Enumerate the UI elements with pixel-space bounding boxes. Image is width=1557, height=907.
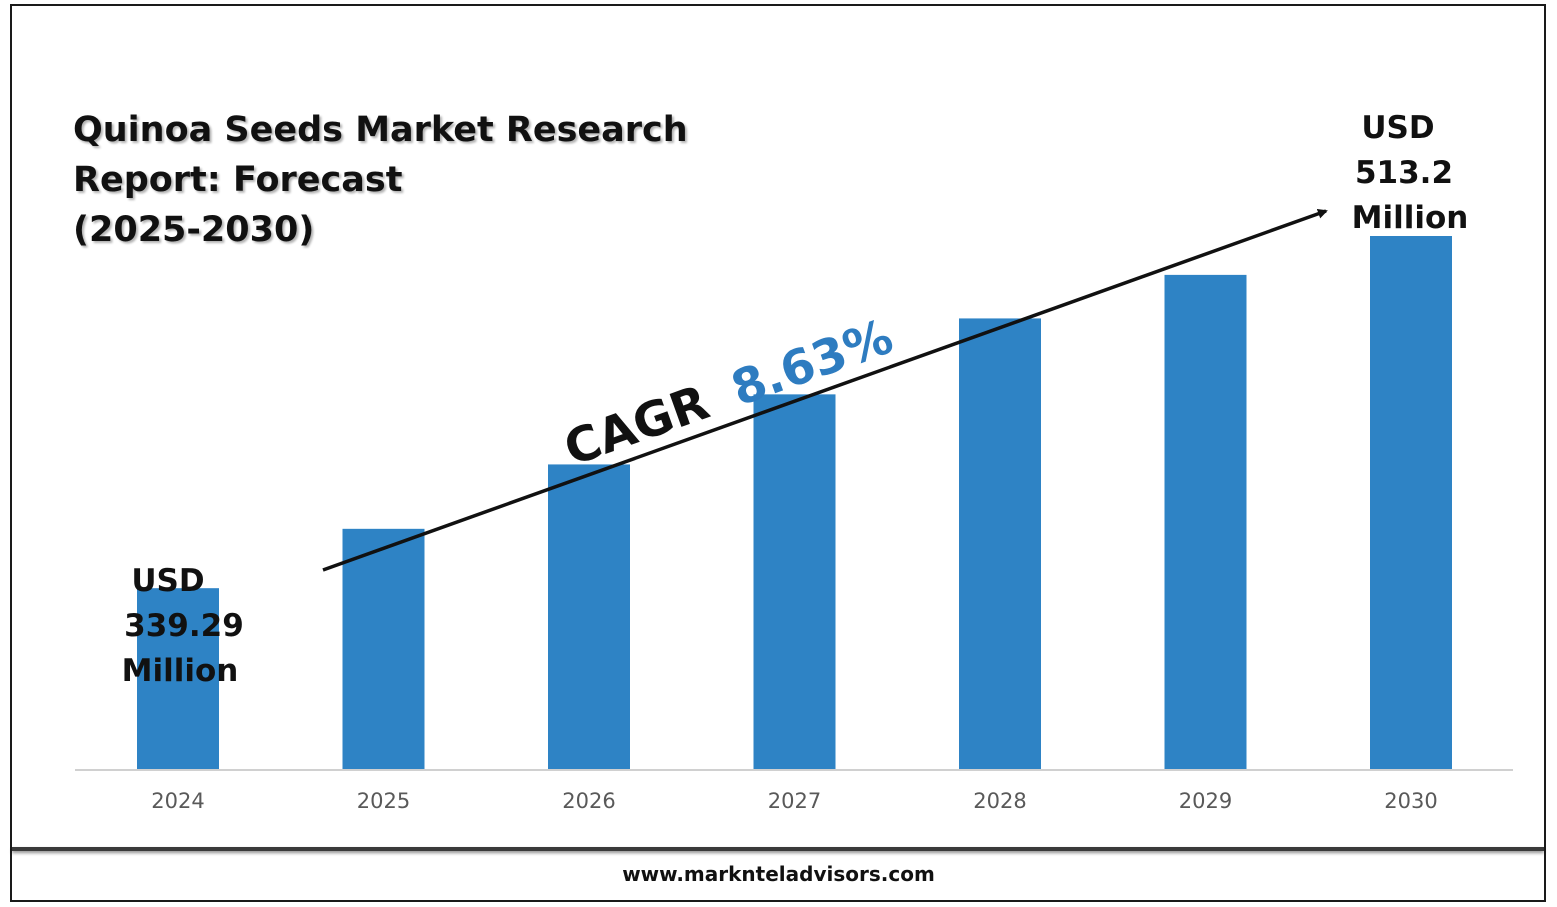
bar-2026	[548, 464, 630, 769]
bar-2024	[137, 588, 219, 769]
x-tick-2025: 2025	[357, 789, 410, 813]
bar-2027	[753, 394, 836, 769]
cagr-annotation: CAGR 8.63%	[557, 309, 900, 478]
start-value-callout: USD 339.29 Million	[122, 563, 244, 689]
start-callout-line-2: 339.29	[124, 608, 244, 644]
bar-2028	[959, 318, 1041, 769]
end-callout-line-3: Million	[1352, 200, 1469, 236]
x-tick-2024: 2024	[151, 789, 204, 813]
bar-2030	[1370, 236, 1452, 769]
footer-divider	[12, 847, 1544, 851]
start-callout-line-1: USD	[131, 563, 204, 599]
cagr-label: CAGR	[557, 374, 716, 477]
bar-2029	[1164, 274, 1247, 769]
chart-title-line-2: Report: Forecast	[73, 160, 403, 200]
chart-title-line-1: Quinoa Seeds Market Research	[73, 110, 688, 150]
x-tick-2028: 2028	[973, 789, 1026, 813]
bars-group	[137, 236, 1452, 769]
chart-title-line-3: (2025-2030)	[73, 210, 315, 250]
chart-title: Quinoa Seeds Market Research Report: For…	[73, 105, 713, 255]
end-value-callout: USD 513.2 Million	[1352, 110, 1469, 236]
x-tick-2027: 2027	[768, 789, 821, 813]
x-tick-2026: 2026	[562, 789, 615, 813]
start-callout-line-3: Million	[122, 653, 239, 689]
end-callout-line-1: USD	[1361, 110, 1434, 146]
growth-arrow	[322, 208, 1328, 572]
x-tick-2029: 2029	[1179, 789, 1232, 813]
end-callout-line-2: 513.2	[1355, 155, 1453, 191]
x-tick-2030: 2030	[1384, 789, 1437, 813]
x-tick-labels: 2024 2025 2026 2027 2028 2029 2030	[151, 789, 1437, 813]
footer-url: www.marknteladvisors.com	[622, 862, 935, 886]
bar-2025	[342, 528, 425, 769]
